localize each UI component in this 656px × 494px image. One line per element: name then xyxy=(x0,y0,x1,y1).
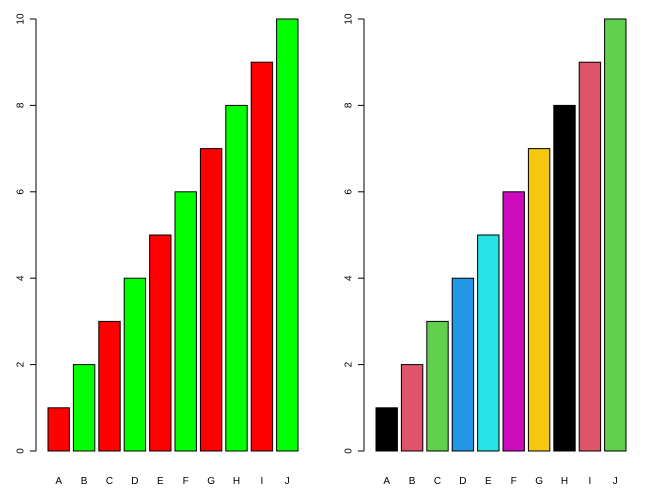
bar-b xyxy=(72,364,96,452)
y-tick-label: 10 xyxy=(16,13,27,25)
bar-c xyxy=(426,320,449,452)
bar-a xyxy=(47,407,70,452)
x-tick-label: B xyxy=(81,476,88,487)
x-tick-label: A xyxy=(55,476,62,487)
bar-h xyxy=(553,104,576,452)
x-tick-label: D xyxy=(459,476,466,487)
bar-e xyxy=(149,234,172,452)
y-tick-label: 8 xyxy=(16,102,27,108)
bar-j xyxy=(604,18,627,452)
bar-i xyxy=(250,61,274,452)
x-tick-label: C xyxy=(106,476,113,487)
bar-chart-right: A B C D E F G H I J 0 2 4 6 8 10 xyxy=(344,13,627,487)
y-tick-label: 2 xyxy=(344,361,355,367)
y-tick-label: 4 xyxy=(16,275,27,281)
bar-a xyxy=(375,407,398,452)
x-tick-label: H xyxy=(561,476,568,487)
y-tick-label: 0 xyxy=(16,448,27,454)
bar-d xyxy=(451,277,475,452)
bar-c xyxy=(98,320,121,452)
y-tick-label: 0 xyxy=(344,448,355,454)
y-tick-label: 10 xyxy=(344,13,355,25)
x-tick-label: J xyxy=(613,476,618,487)
x-tick-label: I xyxy=(261,476,264,487)
bar-h xyxy=(225,104,248,452)
bar-d xyxy=(123,277,147,452)
bar-g xyxy=(527,148,551,452)
x-tick-label: B xyxy=(409,476,416,487)
x-tick-label: E xyxy=(157,476,164,487)
x-tick-label: D xyxy=(131,476,138,487)
x-tick-label: I xyxy=(589,476,592,487)
x-tick-label: F xyxy=(183,476,189,487)
x-tick-label: F xyxy=(511,476,517,487)
bar-b xyxy=(400,364,424,452)
bar-f xyxy=(174,191,197,452)
x-tick-label: J xyxy=(285,476,290,487)
y-tick-label: 6 xyxy=(16,189,27,195)
y-tick-label: 2 xyxy=(16,361,27,367)
x-tick-label: G xyxy=(207,476,215,487)
y-tick-label: 6 xyxy=(344,189,355,195)
x-tick-label: A xyxy=(383,476,390,487)
x-tick-label: G xyxy=(535,476,543,487)
x-tick-label: E xyxy=(485,476,492,487)
x-tick-label: C xyxy=(434,476,441,487)
bar-e xyxy=(477,234,500,452)
bar-i xyxy=(578,61,602,452)
x-tick-label: H xyxy=(233,476,240,487)
bar-chart-left: A B C D E F G H I J 0 2 4 6 8 10 xyxy=(16,13,299,487)
y-tick-label: 8 xyxy=(344,102,355,108)
bar-j xyxy=(276,18,299,452)
bar-g xyxy=(199,148,223,452)
y-tick-label: 4 xyxy=(344,275,355,281)
bar-f xyxy=(502,191,525,452)
